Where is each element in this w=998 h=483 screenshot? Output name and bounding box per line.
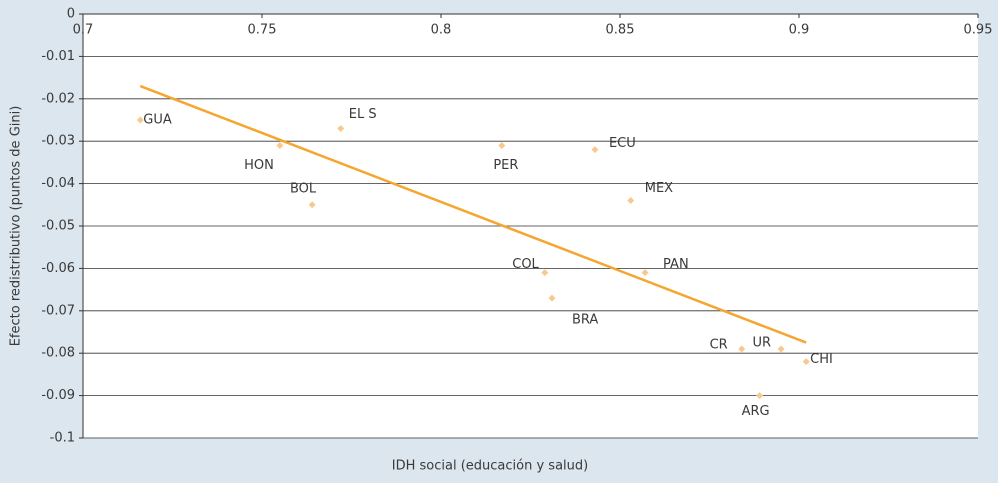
y-tick-label: -0.02: [41, 91, 75, 106]
trendline: [139, 84, 807, 344]
y-tick-label: -0.04: [41, 176, 75, 191]
point-label: CHI: [810, 352, 833, 367]
point-label: ECU: [609, 136, 636, 151]
x-tick-label: 0.85: [606, 23, 635, 38]
point: [337, 124, 345, 132]
point: [541, 269, 549, 277]
point-label: CR: [710, 337, 728, 352]
y-tick-label: -0.06: [41, 261, 75, 276]
x-axis-label: IDH social (educación y salud): [392, 459, 588, 474]
y-tick-label: -0.1: [50, 431, 75, 446]
point-label: GUA: [143, 113, 172, 128]
point: [738, 345, 746, 353]
point-label: ARG: [742, 404, 770, 419]
y-tick-label: -0.01: [41, 49, 75, 64]
point-label: BRA: [572, 313, 598, 328]
point-label: BOL: [290, 181, 317, 196]
point: [627, 197, 635, 205]
y-tick-label: -0.07: [41, 303, 75, 318]
point: [548, 294, 556, 302]
point-label: HON: [244, 158, 274, 173]
point-label: COL: [512, 257, 539, 272]
point-label: PAN: [663, 257, 689, 272]
y-axis-label: Efecto redistributivo (puntos de Gini): [9, 106, 24, 347]
point-label: PER: [493, 158, 518, 173]
point: [641, 269, 649, 277]
y-tick-label: -0.03: [41, 134, 75, 149]
y-tick-label: -0.05: [41, 219, 75, 234]
point: [802, 358, 810, 366]
point: [136, 116, 144, 124]
x-tick-label: 0.8: [431, 23, 452, 38]
x-tick-label: 0.9: [789, 23, 810, 38]
y-tick-label: -0.08: [41, 346, 75, 361]
point: [308, 201, 316, 209]
x-tick-label: 0.95: [964, 23, 993, 38]
point: [276, 141, 284, 149]
point-label: MEX: [645, 181, 673, 196]
point: [777, 345, 785, 353]
point-label: EL S: [349, 107, 377, 122]
point: [591, 146, 599, 154]
y-tick-label: -0.09: [41, 388, 75, 403]
point: [756, 392, 764, 400]
x-tick-label: 0.75: [248, 23, 277, 38]
point-label: UR: [753, 335, 772, 350]
y-tick-label: 0: [67, 7, 75, 22]
point: [498, 141, 506, 149]
